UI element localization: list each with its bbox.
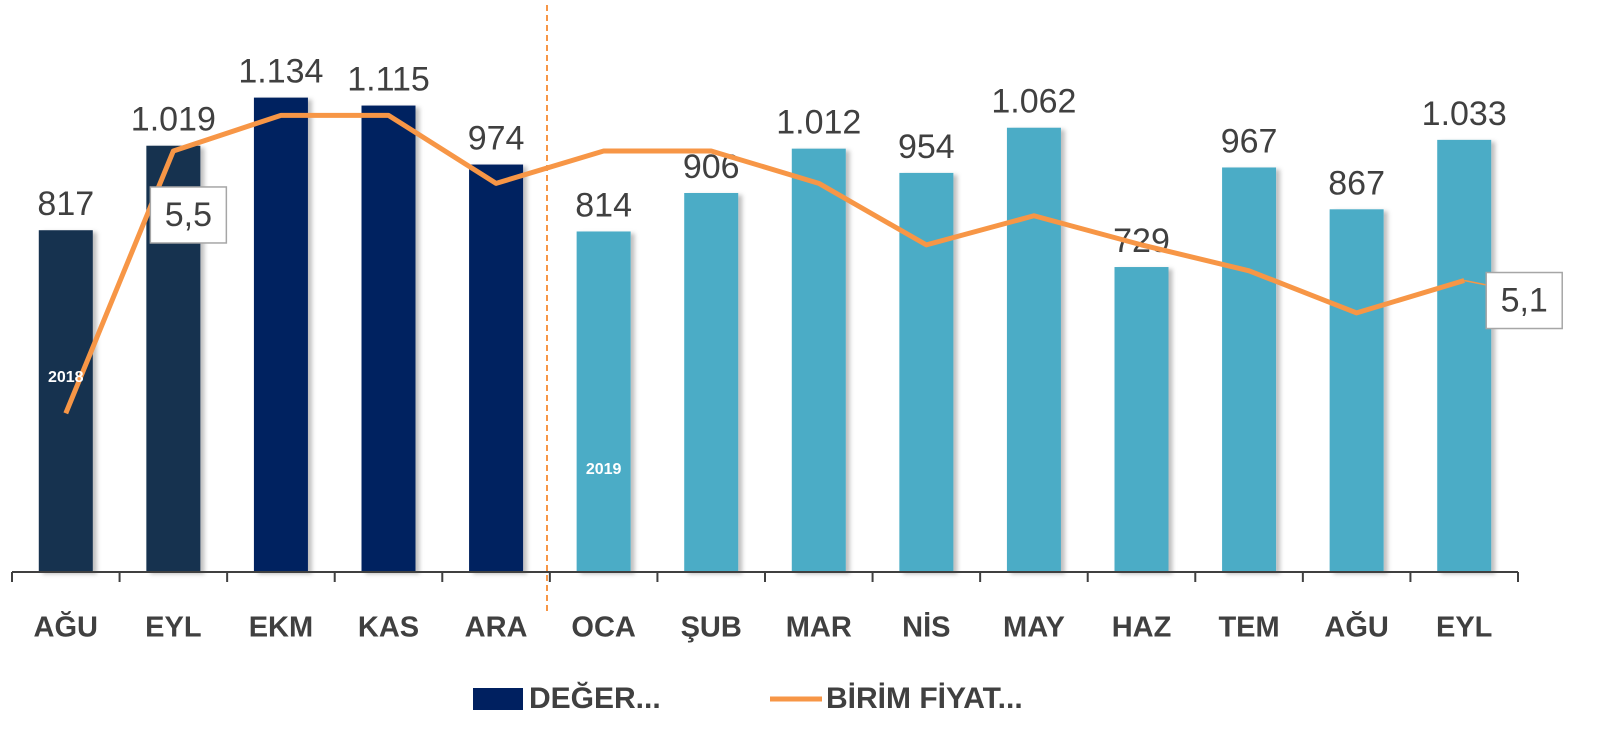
x-tick-label: MAR <box>786 612 852 644</box>
x-tick-label: HAZ <box>1112 612 1172 644</box>
x-tick-label: EKM <box>249 612 313 644</box>
callout-box <box>1485 271 1563 330</box>
x-tick-label: NİS <box>902 612 950 644</box>
bar-value-label: 1.019 <box>131 101 216 139</box>
bar <box>1222 167 1277 572</box>
legend-label: DEĞER... <box>529 681 661 715</box>
callout-box <box>149 186 228 244</box>
x-tick-label: EYL <box>145 612 201 644</box>
year-annotation: 2019 <box>586 461 622 478</box>
bar <box>253 97 308 573</box>
bar <box>791 148 846 572</box>
bar-value-label: 1.134 <box>238 53 323 91</box>
price-line <box>63 112 1465 415</box>
bar <box>38 230 93 572</box>
bar-value-label: 906 <box>683 148 740 186</box>
bar <box>684 192 739 573</box>
x-tick-label: EYL <box>1436 612 1492 644</box>
bar-value-label: 1.062 <box>991 83 1076 121</box>
x-tick-label: ŞUB <box>681 612 742 644</box>
bar-value-label: 1.033 <box>1422 95 1507 133</box>
bar-value-label: 1.012 <box>776 104 861 142</box>
bar-value-label: 1.115 <box>347 61 430 99</box>
bar <box>1437 139 1492 572</box>
bar-value-label: 954 <box>898 128 955 166</box>
x-tick-label: AĞU <box>34 610 98 644</box>
x-tick-label: TEM <box>1218 612 1279 644</box>
x-tick-label: OCA <box>571 612 636 644</box>
bar-value-label: 974 <box>468 120 525 158</box>
year-annotation: 2018 <box>48 369 84 386</box>
callout-leader <box>1464 279 1490 287</box>
bar-value-label: 967 <box>1221 122 1278 160</box>
bar <box>469 164 524 572</box>
bar <box>361 105 416 572</box>
bar <box>1329 209 1384 572</box>
bar <box>1006 127 1061 572</box>
legend-label: BİRİM FİYAT... <box>826 682 1023 715</box>
x-tick-label: AĞU <box>1324 610 1388 644</box>
bar <box>1114 267 1169 572</box>
legend-swatch <box>473 688 523 710</box>
bar-value-label: 867 <box>1328 164 1385 202</box>
line-value-label: 5,5 <box>165 196 212 234</box>
x-tick-label: KAS <box>358 612 419 644</box>
bar <box>576 231 631 572</box>
bar-value-label: 814 <box>575 186 632 224</box>
bar-value-label: 817 <box>37 185 94 223</box>
x-tick-label: MAY <box>1003 612 1065 644</box>
line-value-label: 5,1 <box>1501 282 1548 320</box>
x-tick-label: ARA <box>465 612 528 644</box>
